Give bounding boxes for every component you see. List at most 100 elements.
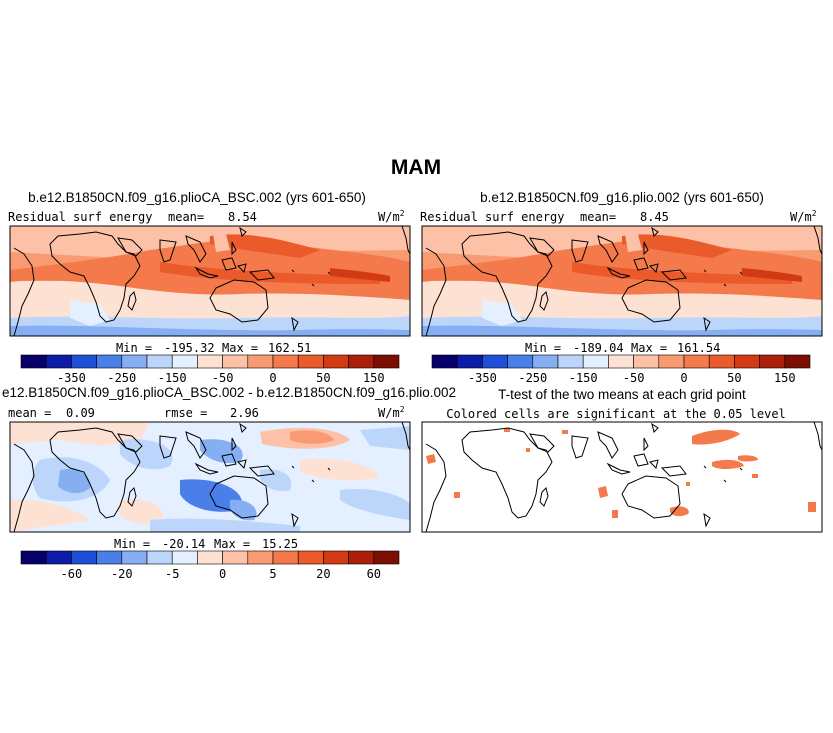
colorbar-swatch (20, 354, 47, 369)
colorbar-swatch (197, 354, 223, 369)
colorbar-swatch (71, 354, 97, 369)
panel-c-min-value: -20.14 (162, 537, 205, 551)
panel-a-frame (9, 225, 411, 337)
panel-a-min-value: -195.32 (164, 341, 215, 355)
colorbar-swatch (373, 354, 400, 369)
colorbar-tick-label: -150 (569, 371, 598, 385)
panel-a-mean-label: mean= (168, 210, 204, 224)
colorbar-swatch (323, 550, 349, 565)
colorbar-swatch (532, 354, 559, 369)
significant-cell (712, 459, 744, 469)
colorbar-swatch (297, 550, 324, 565)
figure-title: MAM (391, 156, 441, 179)
significant-cell (752, 474, 758, 478)
panel-b-max-label: Max = (631, 341, 667, 355)
colorbar-tick-label: -20 (111, 567, 133, 581)
colorbar-swatch (146, 354, 173, 369)
significant-cell (504, 428, 510, 432)
colorbar-tick-label: 60 (367, 567, 381, 581)
panel-d-map (422, 422, 822, 532)
colorbar-swatch (272, 550, 299, 565)
colorbar-tick-label: 150 (363, 371, 385, 385)
panel-b-left-label: Residual surf energy (420, 210, 565, 224)
colorbar-swatch (45, 354, 72, 369)
colorbar-swatch (171, 550, 198, 565)
panel-a: b.e12.B1850CN.f09_g16.plioCA_BSC.002 (yr… (8, 190, 411, 385)
colorbar-tick-label: -250 (107, 371, 136, 385)
colorbar-swatch (197, 550, 223, 565)
panel-a-title: b.e12.B1850CN.f09_g16.plioCA_BSC.002 (yr… (28, 190, 366, 205)
colorbar-tick-label: 5 (269, 567, 276, 581)
panel-a-max-value: 162.51 (268, 341, 311, 355)
panel-b-mean-value: 8.45 (640, 210, 669, 224)
panel-c: e12.B1850CN.f09_g16.plioCA_BSC.002 - b.e… (2, 385, 456, 581)
panel-d-frame (421, 421, 823, 533)
colorbar-swatch (608, 354, 634, 369)
panel-c-max-label: Max = (214, 537, 250, 551)
significant-cell (686, 482, 690, 486)
significant-cell (598, 486, 608, 498)
colorbar-tick-label: -150 (158, 371, 187, 385)
colorbar-swatch (658, 354, 685, 369)
colorbar-swatch (222, 354, 249, 369)
colorbar-swatch (121, 550, 148, 565)
colorbar-swatch (146, 550, 173, 565)
panel-c-map (10, 422, 410, 532)
panel-c-rmse-label: rmse = (164, 406, 207, 420)
colorbar-tick-label: 0 (269, 371, 276, 385)
colorbar-tick-label: 0 (219, 567, 226, 581)
colorbar-swatch (171, 354, 198, 369)
colorbar-swatch (456, 354, 483, 369)
panel-b-colorbar: -350 -250 -150 -50 0 50 150 (431, 354, 811, 385)
significant-cell (692, 429, 740, 445)
colorbar-tick-label: -50 (623, 371, 645, 385)
colorbar-tick-label: -50 (212, 371, 234, 385)
colorbar-tick-label: -5 (165, 567, 179, 581)
colorbar-tick-label: 50 (316, 371, 330, 385)
colorbar-swatch (431, 354, 458, 369)
colorbar-swatch (272, 354, 299, 369)
colorbar-swatch (348, 550, 375, 565)
colorbar-tick-label: 0 (680, 371, 687, 385)
significant-cell (562, 430, 568, 434)
significant-cell (426, 454, 436, 464)
panel-c-title: e12.B1850CN.f09_g16.plioCA_BSC.002 - b.e… (2, 385, 456, 400)
colorbar-swatch (507, 354, 534, 369)
colorbar-swatch (71, 550, 97, 565)
significant-cell (454, 492, 460, 498)
panel-a-mean-value: 8.54 (228, 210, 257, 224)
panel-c-frame (9, 421, 411, 533)
panel-a-units: W/m2 (378, 209, 405, 224)
panel-c-rmse-value: 2.96 (230, 406, 259, 420)
panel-d-title: T-test of the two means at each grid poi… (498, 387, 746, 402)
panel-a-colorbar: -350 -250 -150 -50 0 50 150 (20, 354, 400, 385)
colorbar-swatch (96, 354, 123, 369)
colorbar-swatch (482, 354, 508, 369)
colorbar-tick-label: -350 (468, 371, 497, 385)
panel-a-max-label: Max = (222, 341, 258, 355)
panel-b-map (422, 226, 822, 336)
colorbar-swatch (373, 550, 400, 565)
panel-b-max-value: 161.54 (677, 341, 720, 355)
panel-b-min-label: Min = (525, 341, 561, 355)
panel-b-mean-label: mean= (580, 210, 616, 224)
panel-b-min-value: -189.04 (573, 341, 624, 355)
colorbar-tick-label: -350 (57, 371, 86, 385)
panel-a-map (10, 226, 410, 336)
panel-c-mean-value: 0.09 (66, 406, 95, 420)
significant-cell (738, 455, 758, 462)
colorbar-swatch (20, 550, 47, 565)
colorbar-tick-label: 50 (727, 371, 741, 385)
colorbar-tick-label: 20 (316, 567, 330, 581)
colorbar-swatch (633, 354, 660, 369)
significant-cell (612, 510, 618, 518)
colorbar-swatch (96, 550, 123, 565)
panel-b-title: b.e12.B1850CN.f09_g16.plio.002 (yrs 601-… (480, 190, 764, 205)
colorbar-swatch (683, 354, 710, 369)
panel-c-colorbar: -60 -20 -5 0 5 20 60 (20, 550, 400, 581)
colorbar-swatch (297, 354, 324, 369)
panel-c-mean-label: mean = (8, 406, 51, 420)
panel-c-max-value: 15.25 (262, 537, 298, 551)
colorbar-swatch (247, 550, 274, 565)
